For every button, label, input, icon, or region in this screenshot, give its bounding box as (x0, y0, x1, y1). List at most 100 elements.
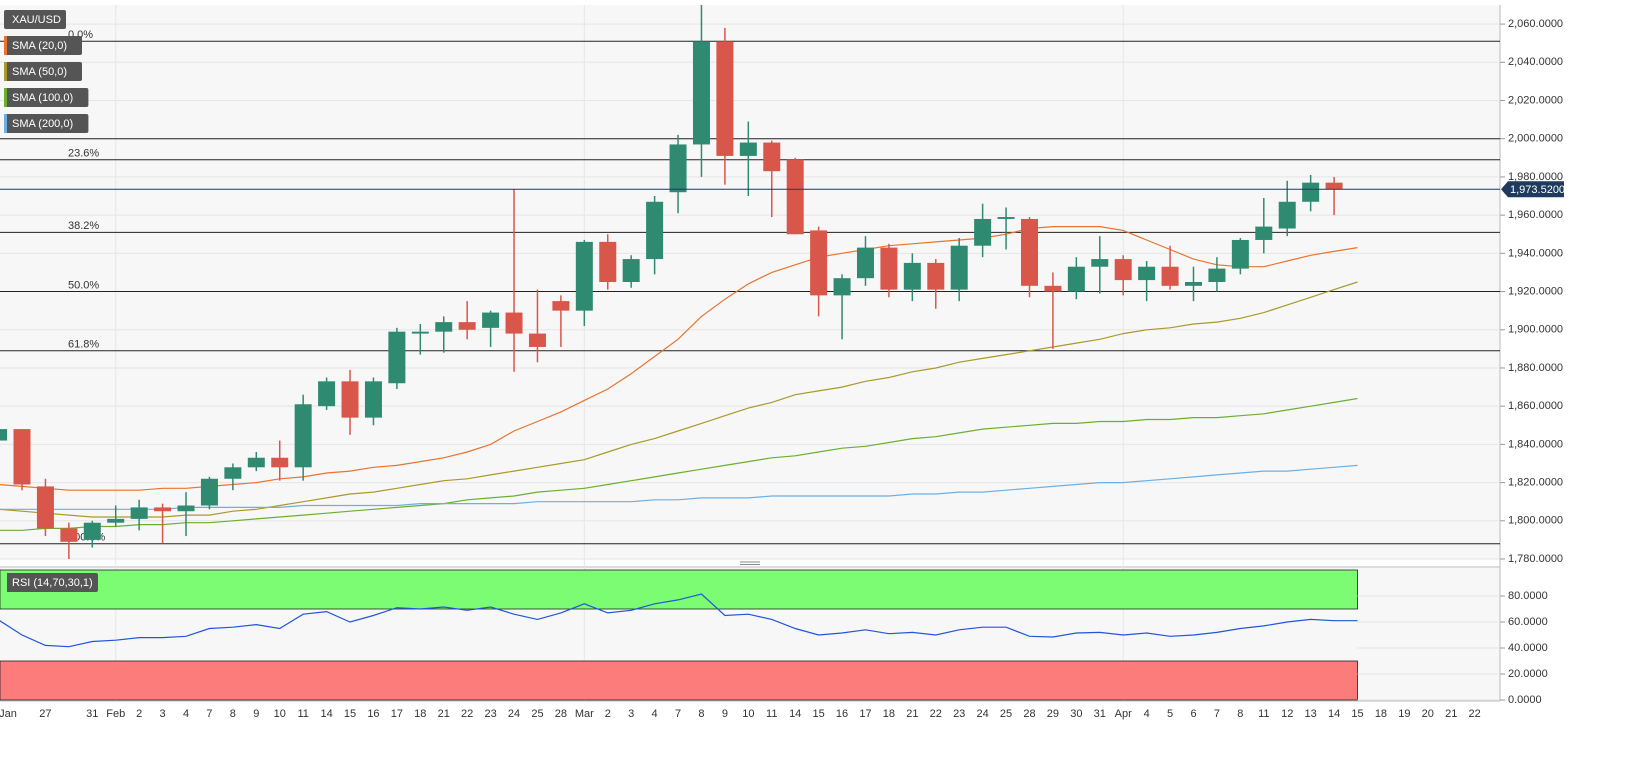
x-tick-label: 18 (883, 708, 895, 720)
y-tick-label: 1,980.0000 (1508, 171, 1563, 183)
x-tick-label: 25 (531, 708, 543, 720)
y-tick-label: 40.0000 (1508, 642, 1548, 654)
candle-body (974, 218, 992, 246)
x-tick-label: 21 (906, 708, 918, 720)
rsi-line (0, 593, 1358, 648)
legend-label: SMA (200,0) (12, 118, 73, 130)
x-tick-label: 11 (766, 708, 777, 720)
candle-body (716, 41, 734, 156)
legend-swatch (4, 62, 7, 81)
x-tick-label: 16 (367, 708, 379, 720)
x-tick-label: 4 (1144, 708, 1150, 720)
x-tick-label: 8 (698, 708, 704, 720)
sma-line (0, 464, 1358, 510)
candle-body (622, 259, 640, 282)
candle-body (341, 381, 359, 418)
x-tick-label: 27 (39, 708, 51, 720)
y-tick-label: 1,780.0000 (1508, 553, 1563, 565)
legend-box[interactable] (4, 573, 98, 592)
y-tick-label: 1,920.0000 (1508, 285, 1563, 297)
legend-label: SMA (50,0) (12, 66, 67, 78)
candle-body (224, 467, 242, 479)
x-tick-label: 4 (183, 708, 189, 720)
x-tick-label: 14 (1328, 708, 1340, 720)
candle-body (599, 241, 617, 282)
x-tick-label: 5 (1167, 708, 1173, 720)
y-tick-label: 1,940.0000 (1508, 247, 1563, 259)
legend-box[interactable] (4, 62, 82, 81)
candle-body (739, 142, 757, 156)
legend-box[interactable] (4, 88, 89, 107)
candle-body (294, 404, 312, 468)
candle-body (669, 144, 687, 193)
x-tick-label: 25 (1000, 708, 1012, 720)
candle-body (1020, 218, 1038, 286)
candle-body (200, 478, 218, 506)
candle-body (1067, 266, 1085, 292)
x-tick-label: 13 (1305, 708, 1317, 720)
candle-body (1044, 285, 1062, 292)
candle-body (388, 331, 406, 384)
y-tick-label: 2,020.0000 (1508, 94, 1563, 106)
x-tick-label: 31 (1094, 708, 1106, 720)
fib-label: 38.2% (68, 220, 99, 232)
candle-body (154, 507, 172, 512)
legend-label: RSI (14,70,30,1) (12, 577, 93, 589)
candle-body (903, 262, 921, 290)
legend-box[interactable] (4, 114, 89, 133)
candle-body (786, 159, 804, 235)
legend-swatch (4, 88, 7, 107)
legend-swatch (4, 36, 7, 55)
x-tick-label: 17 (391, 708, 403, 720)
x-tick-label: 29 (1047, 708, 1059, 720)
x-tick-label: 21 (1445, 708, 1457, 720)
candle-body (1231, 239, 1249, 269)
candle-body (482, 312, 500, 328)
candle-body (177, 505, 195, 512)
candle-body (552, 301, 570, 311)
x-tick-label: 31 (86, 708, 98, 720)
x-tick-label: 2 (605, 708, 611, 720)
candle-body (1114, 259, 1132, 281)
y-tick-label: 1,820.0000 (1508, 476, 1563, 488)
candle-body (435, 322, 453, 332)
legend-label: XAU/USD (12, 14, 61, 26)
y-tick-label: 1,960.0000 (1508, 209, 1563, 221)
candle-body (1302, 182, 1320, 202)
x-tick-label: 24 (977, 708, 989, 720)
x-tick-label: 8 (230, 708, 236, 720)
candle-body (130, 507, 148, 519)
x-tick-label: 10 (274, 708, 286, 720)
candle-body (646, 201, 664, 260)
legend-label: SMA (100,0) (12, 92, 73, 104)
candle-body (1138, 266, 1156, 281)
x-tick-label: 17 (859, 708, 871, 720)
candle-body (575, 241, 593, 311)
x-tick-label: Mar (575, 708, 594, 720)
x-tick-label: 22 (1469, 708, 1481, 720)
x-tick-label: 22 (461, 708, 473, 720)
y-tick-label: 0.0000 (1508, 694, 1542, 706)
sma-line (0, 281, 1358, 518)
candle-body (1208, 268, 1226, 282)
legend-box[interactable] (4, 10, 66, 29)
x-tick-label: Apr (1115, 708, 1132, 720)
y-tick-label: 1,880.0000 (1508, 362, 1563, 374)
legend-box[interactable] (4, 36, 82, 55)
candle-body (107, 518, 125, 523)
candle-body (1278, 201, 1296, 229)
x-tick-label: 2 (136, 708, 142, 720)
legend-label: SMA (20,0) (12, 40, 67, 52)
candle-body (13, 429, 31, 485)
x-tick-label: 24 (508, 708, 520, 720)
x-tick-label: 18 (414, 708, 426, 720)
x-tick-label: 7 (675, 708, 681, 720)
candle-body (692, 41, 710, 145)
x-tick-label: 4 (652, 708, 658, 720)
x-tick-label: 23 (953, 708, 965, 720)
legend-swatch (4, 573, 7, 592)
candle-body (1255, 226, 1273, 240)
candle-body (1161, 266, 1179, 286)
candle-body (458, 322, 476, 330)
